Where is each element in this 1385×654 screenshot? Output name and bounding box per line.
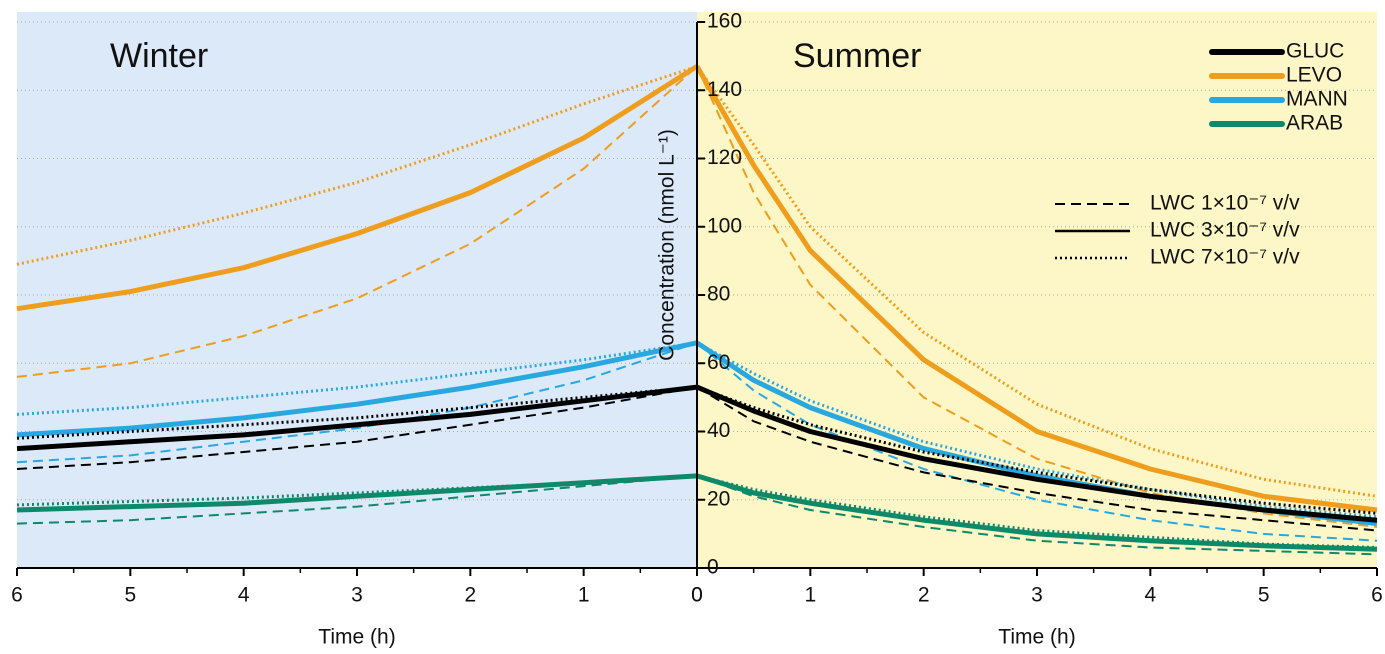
x-tick-label: 3: [351, 584, 363, 607]
y-tick-label: 160: [707, 10, 742, 33]
series-line: [696, 474, 1378, 556]
series-line: [16, 474, 698, 507]
series-line: [16, 474, 698, 525]
y-tick-label: 100: [707, 214, 742, 237]
x-tick-label: 2: [464, 584, 476, 607]
panel-title: Summer: [793, 37, 921, 75]
legend-label: LWC 1×10⁻⁷ v/v: [1150, 192, 1300, 215]
series-line: [16, 64, 699, 312]
x-axis-label: Time (h): [318, 626, 395, 649]
lines: [16, 64, 1378, 556]
series-line: [16, 386, 698, 470]
x-tick-label: 6: [11, 584, 23, 607]
series-line: [696, 342, 1378, 542]
x-tick-label: 4: [1144, 584, 1156, 607]
series-line: [16, 341, 698, 464]
legend-label: LWC 7×10⁻⁷ v/v: [1150, 246, 1300, 269]
y-tick-label: 80: [707, 283, 730, 306]
x-tick-label: 2: [918, 584, 930, 607]
legend-label: MANN: [1286, 88, 1348, 111]
x-tick-label: 0: [691, 584, 703, 607]
series-line: [16, 340, 698, 438]
series-line: [16, 341, 698, 416]
y-tick-label: 20: [707, 487, 730, 510]
series-line: [694, 65, 1378, 513]
y-tick-label: 0: [707, 556, 719, 579]
legend-label: GLUC: [1286, 40, 1344, 63]
x-tick-label: 4: [238, 584, 250, 607]
panel-background: [697, 12, 1377, 568]
series-line: [16, 64, 698, 266]
series-line: [16, 473, 698, 513]
x-tick-label: 6: [1371, 584, 1383, 607]
legend-label: ARAB: [1286, 112, 1343, 135]
series-line: [696, 473, 1378, 552]
series-line: [696, 386, 1378, 532]
x-tick-label: 5: [1258, 584, 1270, 607]
y-tick-label: 40: [707, 419, 730, 442]
x-axis-label: Time (h): [998, 626, 1075, 649]
x-tick-label: 1: [578, 584, 590, 607]
series-line: [16, 385, 698, 440]
series-line: [695, 65, 1378, 498]
series-line: [696, 65, 1378, 528]
series-line: [16, 65, 698, 378]
panel-title: Winter: [110, 37, 208, 75]
x-tick-label: 5: [124, 584, 136, 607]
y-tick-label: 60: [707, 351, 730, 374]
series-line: [696, 341, 1378, 519]
series-line: [696, 384, 1378, 523]
axes: [16, 21, 1378, 576]
legend-label: LWC 3×10⁻⁷ v/v: [1150, 219, 1300, 242]
y-tick-label: 120: [707, 146, 742, 169]
x-tick-label: 3: [1031, 584, 1043, 607]
x-tick-label: 1: [804, 584, 816, 607]
series-line: [696, 385, 1378, 515]
y-axis-label: Concentration (nmol L⁻¹): [656, 129, 679, 361]
legend-label: LEVO: [1286, 64, 1342, 87]
y-tick-label: 140: [707, 78, 742, 101]
series-line: [16, 384, 698, 452]
x-tick-label: 0: [691, 584, 703, 607]
backgrounds: [17, 12, 1377, 568]
